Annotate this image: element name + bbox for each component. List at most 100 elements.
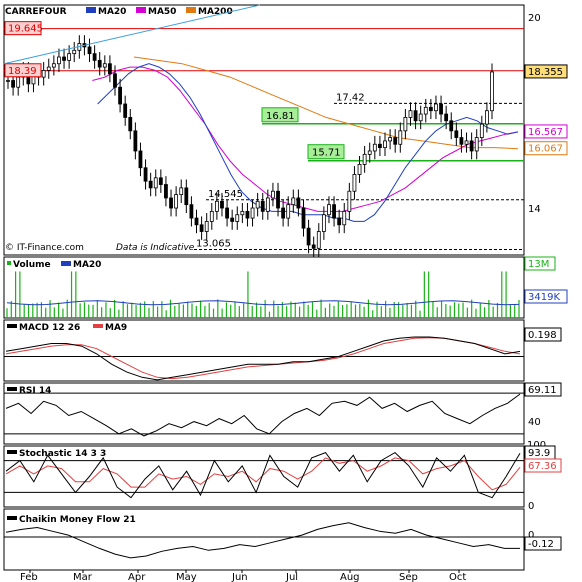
macd-signal-path (5, 337, 521, 380)
macd-panel: MACD 12 26 MA9 0.198 (4, 323, 562, 381)
candle-body (449, 120, 454, 132)
candle-body (113, 73, 117, 88)
candle-body (306, 227, 311, 246)
frame-rsi (3, 382, 525, 445)
x-label-sep: Sep (399, 572, 418, 582)
stochastic-tags: 93.9 67.36 (524, 445, 562, 473)
price-panel: 17.42 16.81 15.71 14.545 13.065 CARREFOUR MA… (3, 4, 568, 257)
frame-volume (3, 256, 525, 319)
candle-body (107, 63, 112, 75)
candle-body (235, 214, 240, 222)
legend-ma20: MA20 (98, 7, 126, 17)
price-tag-3: 16.567 (524, 124, 568, 139)
candle-body (296, 197, 301, 209)
level-label-text: 17.42 (336, 92, 365, 103)
volume-tag-1-text: 3419K (528, 292, 560, 303)
legend-ma200-swatch (186, 7, 196, 13)
candle-body (67, 53, 72, 61)
price-candles (6, 35, 494, 257)
candle-body (184, 187, 189, 206)
legend-symbol: CARREFOUR (5, 7, 67, 17)
x-label-mar: Mar (73, 572, 93, 582)
candle-body (444, 113, 449, 122)
price-tag-1: 18.39 (4, 63, 42, 78)
candle-body (158, 177, 163, 185)
candle-body (362, 153, 367, 165)
candle-body (62, 56, 66, 61)
price-tick-20: 20 (528, 13, 541, 24)
macd-path (5, 336, 521, 381)
volume-tag-0: 13M (524, 256, 556, 271)
candle-body (169, 197, 173, 209)
rsi-line (4, 392, 524, 437)
horizontal-levels: 17.42 16.81 15.71 14.545 13.065 (4, 28, 524, 250)
disclaimer: Data is Indicative (116, 243, 195, 253)
candle-body (255, 200, 260, 209)
candle-body (408, 110, 413, 118)
candle-body (41, 70, 46, 78)
legend-ma200: MA200 (198, 7, 233, 17)
candle-body (367, 150, 372, 155)
candle-body (72, 49, 77, 55)
legend-vol-ma20-swatch (61, 261, 71, 266)
candle-body (271, 190, 275, 199)
legend-macd-ma9: MA9 (105, 323, 127, 333)
candle-body (11, 80, 15, 88)
candle-body (434, 103, 438, 112)
candle-body (474, 137, 479, 152)
candle-body (321, 214, 326, 232)
candle-body (260, 200, 265, 212)
trend-line (3, 4, 261, 65)
candle-body (378, 143, 382, 149)
candle-body (403, 117, 408, 132)
macd-value-tag-text: 0.198 (528, 330, 557, 341)
legend-ma20-swatch (86, 7, 96, 13)
candle-body (479, 123, 484, 138)
candle-body (16, 76, 21, 88)
level-label: 16.81 (261, 107, 299, 123)
price-tag-1-text: 18.39 (8, 66, 37, 77)
volume-panel: Volume MA20 13M 3419K (6, 256, 568, 318)
candle-body (92, 53, 97, 61)
candle-body (250, 207, 255, 219)
candle-body (265, 197, 270, 212)
price-tag-2-text: 18.355 (528, 67, 563, 78)
ma20-line (97, 63, 519, 222)
frame-cmf (3, 508, 525, 571)
candle-body (281, 207, 286, 219)
candle-body (439, 103, 443, 115)
cmf-value-tag-box (524, 536, 562, 551)
volume-ma-path (6, 300, 520, 306)
candle-body (347, 190, 352, 212)
x-label-may: May (176, 572, 197, 582)
candle-body (245, 210, 250, 219)
price-tag-1-box (4, 63, 42, 78)
candle-body (311, 244, 316, 249)
macd-lines (4, 336, 524, 381)
volume-tag-1-box (524, 289, 568, 304)
candle-body (398, 130, 403, 145)
rsi-tag: 69.11 (524, 382, 562, 397)
price-tick-14: 14 (528, 204, 541, 215)
candle-body (133, 130, 138, 152)
x-axis: Feb Mar Apr May Jun Jul Aug Sep Oct (20, 570, 466, 582)
volume-tag-0-box (524, 256, 556, 271)
stoch-d-tag-box (524, 458, 562, 473)
stoch-tick-0: 0 (528, 501, 534, 512)
candle-body (194, 217, 199, 226)
frame-stoch (3, 445, 525, 508)
candle-body (51, 63, 56, 68)
volume-tags: 13M 3419K (524, 256, 568, 304)
stoch-d-tag-text: 67.36 (528, 461, 557, 472)
price-tag-4-text: 16.067 (528, 144, 563, 155)
macd-value-tag-box (524, 327, 562, 342)
candle-body (291, 197, 296, 206)
cmf-value-tag: -0.12 (524, 536, 562, 551)
stoch-k-tag: 93.9 (524, 445, 556, 460)
legend-stoch-swatch (7, 450, 17, 454)
frame-price (3, 4, 525, 256)
candle-body (179, 187, 184, 195)
legend-cmf-swatch (7, 516, 17, 520)
stoch-k-path (5, 451, 521, 499)
price-tag-3-box (524, 124, 568, 139)
